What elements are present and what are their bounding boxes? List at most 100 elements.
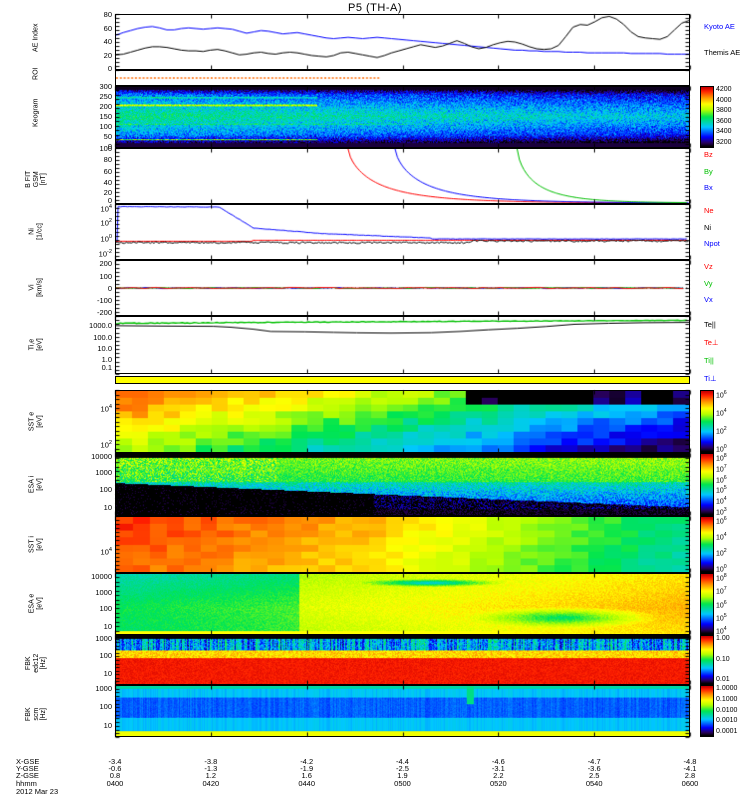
colorbar-fbk-edc12 — [700, 635, 714, 685]
legend-ni-0: Ne — [704, 206, 714, 215]
legend-tie-1: Te⊥ — [704, 338, 719, 347]
colorbar-canvas-esa-e — [701, 574, 713, 634]
colorbar-tick-esa-i: 105 — [716, 485, 727, 495]
legend-tie-3: Ti⊥ — [704, 374, 717, 383]
ytick-fbk-edc12: 1000 — [95, 634, 112, 643]
ytick-bfit: 40 — [103, 177, 112, 187]
colorbar-tick-fbk-scm: 0.0010 — [716, 717, 738, 725]
panel-canvas-fbk-edc12 — [116, 636, 689, 684]
ytick-tie: 100.0 — [93, 332, 112, 342]
colorbar-canvas-fbk-edc12 — [701, 636, 713, 684]
panel-canvas-ni — [116, 205, 689, 259]
panel-canvas-tie — [116, 317, 689, 373]
colorbar-tick-sst-e: 100 — [716, 444, 727, 454]
colorbar-tick-fbk-scm: 0.0100 — [716, 706, 738, 714]
panel-fbk-scm — [115, 685, 690, 737]
colorbar-tick-fbk-edc12: 0.01 — [716, 676, 730, 683]
colorbar-esa-e — [700, 573, 714, 635]
ytick-keogram: 200 — [99, 102, 112, 111]
ytick-ni: 10-2 — [98, 249, 112, 259]
colorbar-tick-esa-i: 104 — [716, 496, 727, 506]
ytick-keogram: 50 — [103, 132, 112, 141]
panel-canvas-roi — [116, 71, 689, 85]
panel-esa-e — [115, 573, 690, 635]
colorbar-tick-esa-e: 104 — [716, 626, 727, 636]
page-title: P5 (TH-A) — [348, 2, 402, 14]
colorbar-tick-fbk-edc12: 1.00 — [716, 635, 730, 642]
colorbar-canvas-sst-e — [701, 391, 713, 452]
axis-tick-value: 0420 — [202, 779, 220, 788]
axis-date: 2012 Mar 23 — [16, 787, 59, 796]
legend-ae-0: Kyoto AE — [704, 22, 735, 31]
ytick-keogram: 300 — [99, 82, 112, 91]
panel-canvas-keogram — [116, 87, 689, 147]
colorbar-tick-sst-i: 106 — [716, 516, 727, 526]
colorbar-tick-esa-i: 103 — [716, 507, 727, 517]
colorbar-tick-esa-e: 108 — [716, 573, 727, 583]
panel-canvas-vi — [116, 261, 689, 315]
panel-canvas-esa-e — [116, 574, 689, 634]
yellow-separator-band — [115, 376, 690, 384]
colorbar-tick-esa-i: 108 — [716, 453, 727, 463]
colorbar-tick-fbk-scm: 1.0000 — [716, 685, 738, 692]
colorbar-tick-sst-i: 100 — [716, 564, 727, 574]
axis-tick-value: 0500 — [394, 779, 411, 788]
ytick-fbk-edc12: 100 — [99, 651, 112, 660]
ytick-vi: -200 — [96, 308, 112, 318]
colorbar-tick-keogram: 3400 — [716, 128, 732, 136]
ytick-vi: 200 — [99, 259, 112, 269]
panel-esa-i — [115, 453, 690, 516]
ytick-ae: 40 — [103, 37, 112, 46]
ytick-bfit: 100 — [99, 144, 112, 154]
ytick-esa-e: 100 — [99, 604, 112, 614]
panel-vi — [115, 260, 690, 316]
panel-ae — [115, 14, 690, 70]
ytick-ae: 20 — [103, 50, 112, 60]
ytick-fbk-edc12: 10 — [103, 669, 112, 678]
ytick-keogram: 150 — [99, 112, 112, 121]
ytick-bfit: 60 — [103, 166, 112, 176]
axis-tick-value: 0600 — [681, 779, 699, 788]
legend-bfit-1: By — [704, 166, 713, 176]
ytick-ni: 104 — [100, 203, 112, 214]
colorbar-tick-sst-e: 104 — [716, 408, 727, 418]
ytick-bfit: 80 — [103, 155, 112, 165]
colorbar-esa-i — [700, 453, 714, 516]
ylabel-tie: Ti,e [eV] — [28, 338, 44, 351]
colorbar-tick-sst-i: 102 — [716, 548, 727, 558]
colorbar-sst-i — [700, 516, 714, 573]
colorbar-tick-keogram: 3200 — [716, 139, 732, 146]
colorbar-tick-esa-i: 106 — [716, 474, 727, 484]
colorbar-canvas-fbk-scm — [701, 686, 713, 736]
ytick-esa-e: 10 — [103, 621, 112, 631]
ytick-ae: 60 — [103, 23, 112, 33]
panel-ni — [115, 204, 690, 260]
colorbar-tick-fbk-scm: 0.0001 — [716, 728, 738, 735]
legend-tie-0: Te|| — [704, 320, 716, 329]
ytick-fbk-scm: 1000 — [95, 684, 112, 694]
ytick-tie: 1000.0 — [89, 321, 112, 331]
axis-tick-value: 0400 — [106, 779, 124, 788]
ytick-esa-i: 10 — [103, 502, 112, 512]
ytick-esa-i: 1000 — [95, 467, 112, 477]
panel-bfit — [115, 148, 690, 204]
panel-sst-e — [115, 390, 690, 453]
ytick-keogram: 250 — [99, 92, 112, 101]
ytick-ae: 0 — [107, 64, 112, 73]
ytick-tie: 0.1 — [101, 363, 112, 373]
ytick-keogram: 100 — [99, 122, 112, 131]
colorbar-canvas-esa-i — [701, 454, 713, 515]
legend-tie-2: Ti|| — [704, 356, 714, 365]
ytick-tie: 10.0 — [97, 343, 112, 353]
panel-canvas-sst-i — [116, 517, 689, 572]
colorbar-tick-esa-e: 105 — [716, 612, 727, 623]
legend-vi-2: Vx — [704, 295, 713, 305]
ytick-ae: 80 — [103, 10, 112, 19]
legend-vi-0: Vz — [704, 262, 713, 271]
ytick-ni: 100 — [100, 233, 112, 244]
legend-ni-1: Ni — [704, 222, 712, 232]
axis-tick-value: 0440 — [298, 779, 315, 788]
ytick-esa-e: 10000 — [91, 572, 112, 582]
ytick-esa-i: 100 — [99, 484, 112, 494]
panel-keogram — [115, 86, 690, 148]
